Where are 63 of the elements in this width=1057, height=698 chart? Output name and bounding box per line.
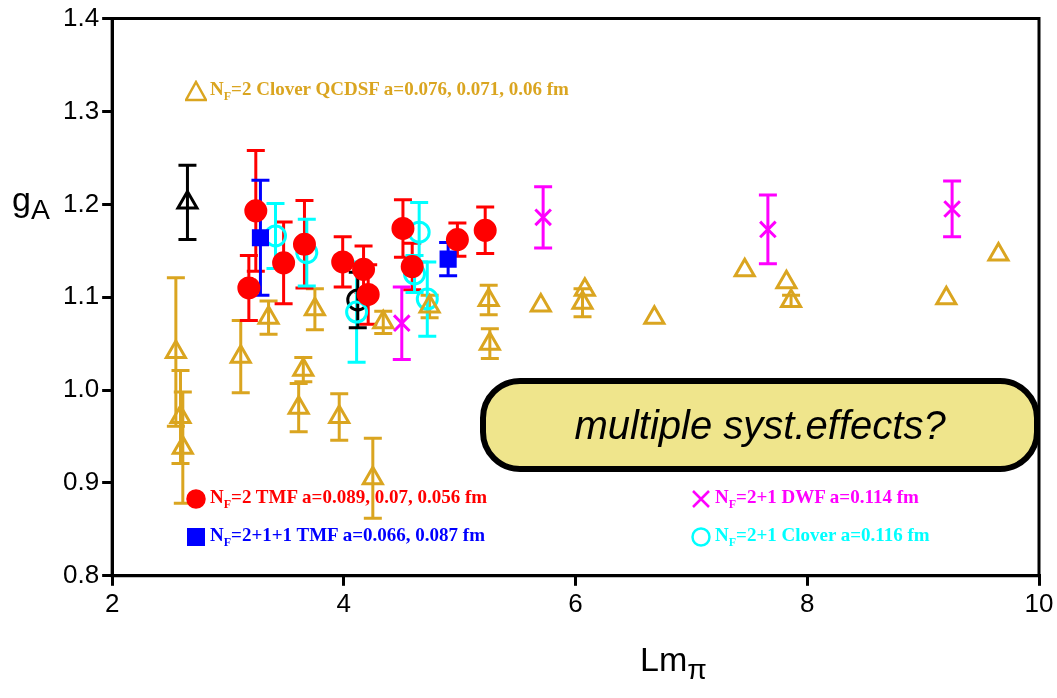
- point: [361, 465, 384, 486]
- point: [418, 293, 441, 314]
- point: [935, 285, 958, 306]
- point: [391, 216, 415, 240]
- point: [171, 435, 194, 455]
- point: [775, 269, 798, 290]
- point: [392, 313, 412, 333]
- point: [264, 224, 287, 248]
- point: [733, 257, 756, 278]
- point: [571, 290, 594, 310]
- y-tick-label: 0.8: [62, 558, 100, 589]
- x-tick-label: 2: [104, 587, 120, 618]
- x-tick-label: 8: [800, 587, 815, 618]
- x-tick-label: 4: [336, 587, 352, 618]
- point: [287, 395, 310, 415]
- point: [478, 331, 501, 351]
- point: [229, 344, 252, 364]
- point: [400, 255, 424, 279]
- point: [352, 257, 376, 281]
- point: [407, 220, 431, 244]
- y-tick-label: 1.1: [62, 280, 100, 311]
- legend-label: N$_{F}$=2+1 Clover a=0.116 fm: [715, 524, 930, 550]
- point: [643, 305, 666, 325]
- point: [372, 309, 395, 330]
- point: [237, 276, 261, 300]
- point: [164, 339, 187, 359]
- point: [477, 287, 500, 307]
- y-tick-label: 1.2: [62, 187, 100, 218]
- point: [533, 208, 553, 227]
- point: [573, 277, 596, 297]
- point: [529, 293, 552, 313]
- point: [328, 404, 351, 424]
- point: [303, 296, 326, 317]
- point: [439, 250, 457, 268]
- point: [942, 199, 962, 219]
- point: [345, 300, 369, 324]
- point: [292, 232, 316, 256]
- point: [356, 282, 380, 306]
- point: [758, 220, 778, 239]
- point: [244, 199, 268, 223]
- callout-box: multiple syst.effects?: [480, 378, 1040, 472]
- point: [473, 218, 497, 242]
- legend-label: N$_{F}$=2 Clover QCDSF a=0.076, 0.071, 0.06 fm: [210, 78, 569, 104]
- legend-label: N$_{F}$=2+1+1 TMF a=0.066, 0.087 fm: [210, 524, 485, 550]
- point: [780, 288, 803, 308]
- x-tick-label: 10: [1024, 587, 1054, 618]
- point: [257, 305, 280, 325]
- point: [292, 357, 315, 377]
- point: [445, 228, 469, 252]
- y-tick-label: 1.4: [62, 1, 100, 32]
- point: [331, 250, 355, 274]
- y-axis-title: g$_{A}$: [12, 180, 50, 226]
- y-tick-label: 0.9: [62, 466, 100, 497]
- legend-label: N$_{F}$=2+1 DWF a=0.114 fm: [715, 486, 919, 512]
- x-tick-label: 6: [568, 587, 583, 618]
- x-axis-title: Lm$_{π}$: [640, 640, 707, 686]
- point: [251, 229, 270, 247]
- y-tick-label: 1.0: [62, 373, 100, 404]
- legend-label: N$_{F}$=2 TMF a=0.089, 0.07, 0.056 fm: [210, 486, 488, 512]
- y-tick-label: 1.3: [62, 94, 100, 125]
- point: [272, 251, 296, 275]
- point: [169, 404, 192, 424]
- annotation: multiple syst.effects?: [574, 402, 946, 448]
